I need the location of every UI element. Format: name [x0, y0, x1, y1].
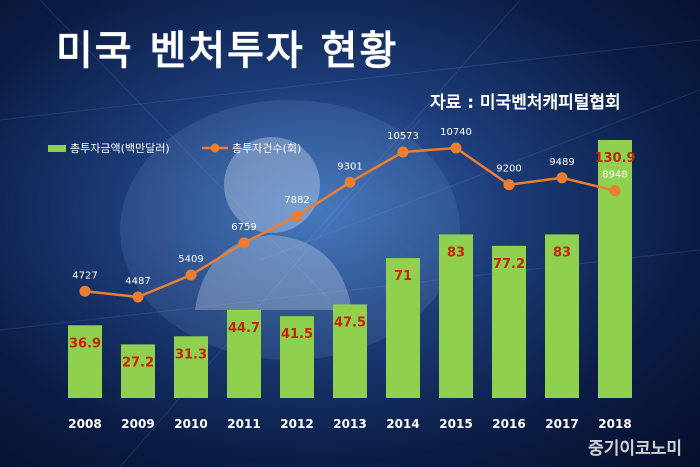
line-point	[185, 269, 197, 281]
background-line	[0, 249, 700, 331]
bar-value-label: 36.9	[69, 336, 101, 351]
bar-value-label: 130.9	[594, 151, 635, 166]
bar	[121, 344, 155, 398]
legend-marker-line	[210, 143, 220, 153]
line-point	[79, 285, 91, 297]
background-line	[299, 0, 521, 251]
bar-value-label: 77.2	[493, 257, 525, 272]
bar	[439, 234, 473, 398]
bar-value-label: 71	[394, 269, 412, 284]
bar-value-label: 83	[447, 245, 465, 260]
background-line	[39, 0, 331, 301]
background-glow	[120, 100, 460, 360]
line-point	[609, 185, 621, 197]
line-value-label: 8948	[602, 170, 627, 181]
x-tick-label: 2018	[598, 417, 631, 431]
bar	[333, 304, 367, 398]
line-point	[450, 142, 462, 154]
person-silhouette-head	[224, 137, 320, 233]
x-tick-label: 2010	[174, 417, 207, 431]
bar-value-label: 31.3	[175, 347, 207, 362]
bar	[598, 140, 632, 398]
legend-label-bar: 총투자금액(백만달러)	[70, 142, 170, 155]
bar	[545, 234, 579, 398]
line-value-label: 6759	[231, 222, 256, 233]
line-value-label: 5409	[178, 254, 203, 265]
line-point	[291, 210, 303, 222]
background-line	[119, 119, 421, 467]
x-tick-label: 2015	[439, 417, 472, 431]
bar	[174, 336, 208, 398]
x-tick-label: 2008	[68, 417, 101, 431]
person-silhouette-body	[195, 235, 352, 310]
x-tick-label: 2009	[121, 417, 154, 431]
bar-value-label: 27.2	[122, 355, 154, 370]
source-note: 자료 : 미국벤처캐피털협회	[430, 93, 621, 113]
watermark-logo-text: 중기이코노미	[588, 439, 682, 459]
line-value-label: 7882	[284, 195, 309, 206]
line-point	[503, 179, 515, 191]
x-tick-label: 2017	[545, 417, 578, 431]
bar-value-label: 47.5	[334, 315, 366, 330]
line-value-label: 9301	[337, 161, 362, 172]
bar	[386, 258, 420, 398]
x-tick-label: 2016	[492, 417, 525, 431]
bar-value-label: 41.5	[281, 327, 313, 342]
background-line	[0, 39, 700, 121]
x-tick-label: 2011	[227, 417, 260, 431]
line-point	[556, 172, 568, 184]
x-tick-label: 2012	[280, 417, 313, 431]
bar	[280, 316, 314, 398]
line-value-label: 4487	[125, 276, 150, 287]
line-point	[132, 291, 144, 303]
line-point	[238, 237, 250, 249]
x-tick-label: 2014	[386, 417, 419, 431]
line-value-label: 9200	[496, 164, 521, 175]
line-point	[397, 146, 409, 158]
background-line	[259, 89, 700, 261]
bar-value-label: 44.7	[228, 321, 260, 336]
legend-swatch-bar	[48, 145, 66, 152]
bar	[68, 325, 102, 398]
bar-value-label: 83	[553, 245, 571, 260]
line-point	[344, 176, 356, 188]
page-title: 미국 벤처투자 현황	[56, 28, 399, 74]
bar	[492, 245, 526, 398]
line-value-label: 10740	[440, 127, 472, 138]
line-value-label: 10573	[387, 131, 419, 142]
x-tick-label: 2013	[333, 417, 366, 431]
line-value-label: 9489	[549, 157, 574, 168]
legend-label-line: 총투자건수(회)	[232, 142, 301, 155]
line-value-label: 4727	[72, 270, 97, 281]
bar	[227, 309, 261, 398]
